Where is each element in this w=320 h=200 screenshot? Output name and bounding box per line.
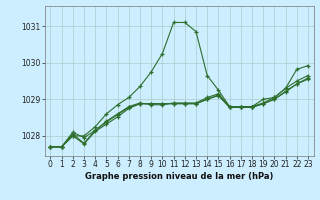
- X-axis label: Graphe pression niveau de la mer (hPa): Graphe pression niveau de la mer (hPa): [85, 172, 273, 181]
